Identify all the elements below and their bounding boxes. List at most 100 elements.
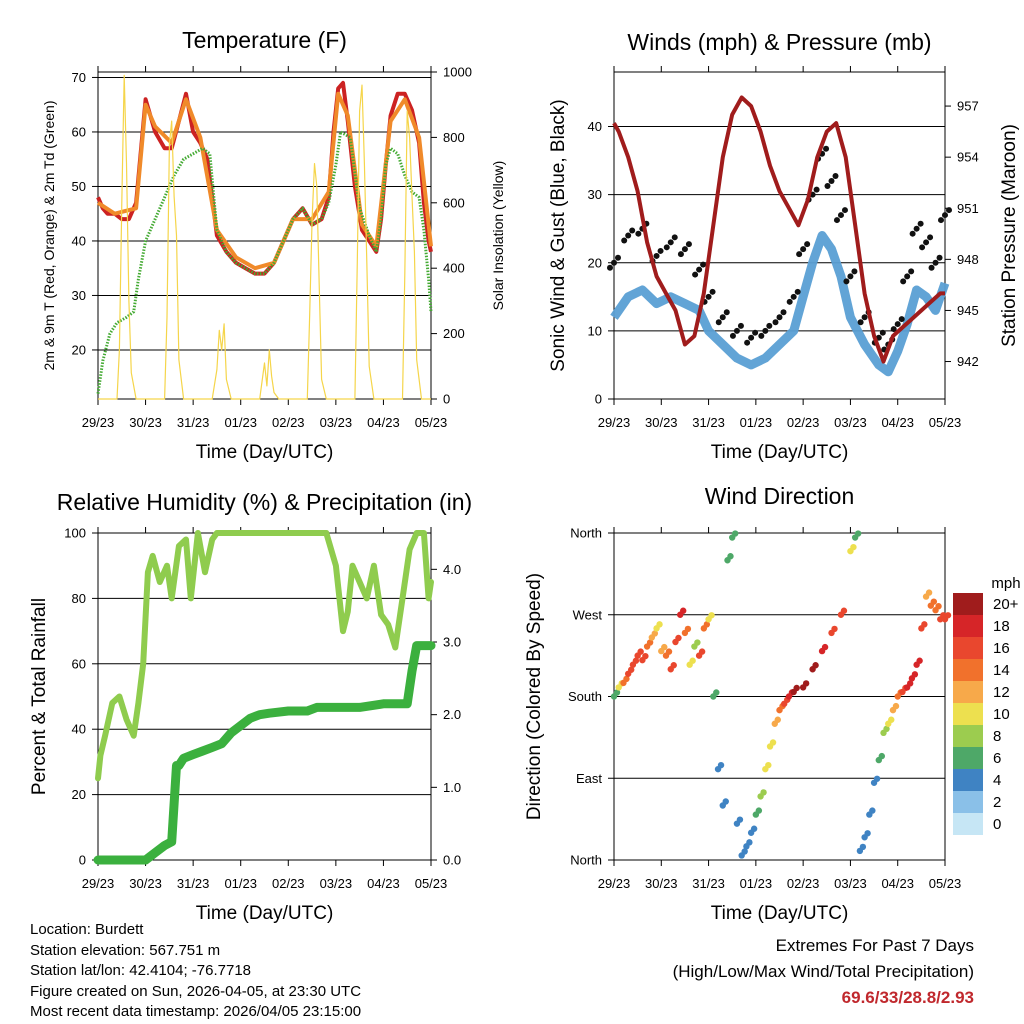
- x-tick-label: 04/23: [367, 876, 400, 891]
- direction-point: [746, 839, 753, 846]
- direction-point: [944, 612, 952, 619]
- direction-point: [840, 607, 848, 614]
- colorbar-label: 0: [993, 816, 1001, 833]
- gust-point: [932, 259, 939, 266]
- colorbar-label: 18: [993, 618, 1010, 635]
- y2-tick-label: 0.0: [443, 853, 461, 868]
- direction-point: [906, 680, 914, 687]
- series-line-total-precipitation: [93, 641, 436, 865]
- x-axis-label: Time (Day/UTC): [196, 903, 334, 924]
- direction-point: [722, 798, 729, 805]
- colorbar-swatch: [953, 637, 983, 659]
- y2-tick-label: 1.0: [443, 780, 461, 795]
- chart-title: Temperature (F): [182, 27, 347, 53]
- chart-title: Relative Humidity (%) & Precipitation (i…: [57, 489, 472, 515]
- direction-point: [916, 657, 923, 664]
- y-axis-label: Percent & Total Rainfall: [29, 598, 50, 795]
- direction-point: [821, 643, 829, 651]
- gust-point: [723, 309, 730, 316]
- y2-axis-label: Station Pressure (Maroon): [999, 124, 1020, 347]
- series-line-station-pressure: [612, 95, 945, 364]
- y2-tick-label: 3.0: [443, 635, 461, 650]
- direction-point: [642, 652, 649, 660]
- gust-point: [681, 246, 688, 253]
- x-tick-label: 02/23: [787, 415, 820, 430]
- gust-point: [744, 339, 751, 346]
- gust-point: [729, 332, 736, 339]
- colorbar-swatch: [953, 769, 983, 791]
- gust-point: [653, 252, 660, 259]
- direction-point: [850, 543, 857, 551]
- station-elevation: Station elevation: 567.751 m: [30, 941, 221, 959]
- x-tick-label: 01/23: [224, 876, 257, 891]
- x-tick-label: 05/23: [929, 876, 962, 891]
- direction-point: [873, 775, 881, 782]
- x-tick-label: 30/23: [129, 415, 162, 430]
- direction-point: [637, 648, 644, 655]
- extremes-title: Extremes For Past 7 Days: [775, 936, 974, 955]
- x-tick-label: 31/23: [177, 415, 210, 430]
- gust-point: [804, 241, 811, 248]
- y-tick-label: 0: [595, 392, 602, 407]
- colorbar-swatch: [953, 747, 983, 769]
- direction-point: [684, 625, 692, 633]
- x-axis-label: Time (Day/UTC): [711, 903, 849, 924]
- y-tick-label: 30: [588, 187, 602, 202]
- colorbar-label: 14: [993, 662, 1010, 679]
- y2-tick-label: 1000: [443, 65, 472, 80]
- gust-point: [667, 239, 674, 246]
- colorbar-label: 4: [993, 772, 1001, 789]
- direction-point: [651, 630, 659, 637]
- direction-point: [694, 639, 701, 646]
- gust-point: [685, 241, 692, 248]
- gust-point: [843, 278, 850, 285]
- gust-point: [790, 293, 797, 300]
- direction-point: [656, 621, 663, 628]
- x-tick-label: 29/23: [598, 415, 631, 430]
- direction-point: [717, 761, 725, 769]
- colorbar-swatch: [953, 681, 983, 703]
- gust-point: [908, 268, 915, 275]
- direction-point: [727, 553, 734, 560]
- x-tick-label: 29/23: [598, 876, 631, 891]
- gust-point: [700, 261, 707, 268]
- direction-point: [741, 848, 748, 855]
- y-tick-label: 40: [72, 722, 86, 737]
- x-tick-label: 02/23: [272, 876, 305, 891]
- gust-point: [946, 207, 952, 214]
- colorbar-title: mph: [991, 575, 1020, 592]
- gust-point: [733, 327, 740, 334]
- direction-point: [675, 634, 682, 642]
- direction-point: [765, 761, 772, 769]
- gust-point: [823, 145, 830, 152]
- y-tick-label: 20: [72, 342, 86, 357]
- plot-frame-1: [613, 71, 946, 400]
- x-tick-label: 01/23: [224, 415, 257, 430]
- gust-point: [629, 227, 636, 234]
- x-tick-label: 01/23: [740, 876, 773, 891]
- direction-point: [736, 816, 744, 823]
- x-tick-label: 30/23: [129, 876, 162, 891]
- x-tick-label: 01/23: [740, 415, 773, 430]
- x-tick-label: 02/23: [272, 415, 305, 430]
- gust-point: [719, 314, 726, 321]
- gust-point: [833, 217, 840, 224]
- colorbar-swatch: [953, 593, 983, 615]
- direction-point: [732, 530, 739, 537]
- gust-point: [923, 239, 930, 246]
- colorbar-label: 20+: [993, 596, 1019, 613]
- series-line-sonic-wind: [610, 231, 950, 377]
- direction-point: [888, 716, 895, 723]
- y-tick-label: 40: [72, 233, 86, 248]
- y2-tick-label: 4.0: [443, 562, 461, 577]
- x-tick-label: 04/23: [881, 415, 914, 430]
- gust-point: [692, 271, 699, 278]
- gust-point: [828, 178, 835, 184]
- direction-point: [632, 657, 640, 664]
- direction-point: [883, 725, 890, 733]
- gust-point: [705, 293, 712, 300]
- x-tick-label: 29/23: [82, 876, 115, 891]
- x-tick-label: 04/23: [881, 876, 914, 891]
- gust-point: [671, 234, 678, 241]
- y2-tick-label: 800: [443, 130, 465, 145]
